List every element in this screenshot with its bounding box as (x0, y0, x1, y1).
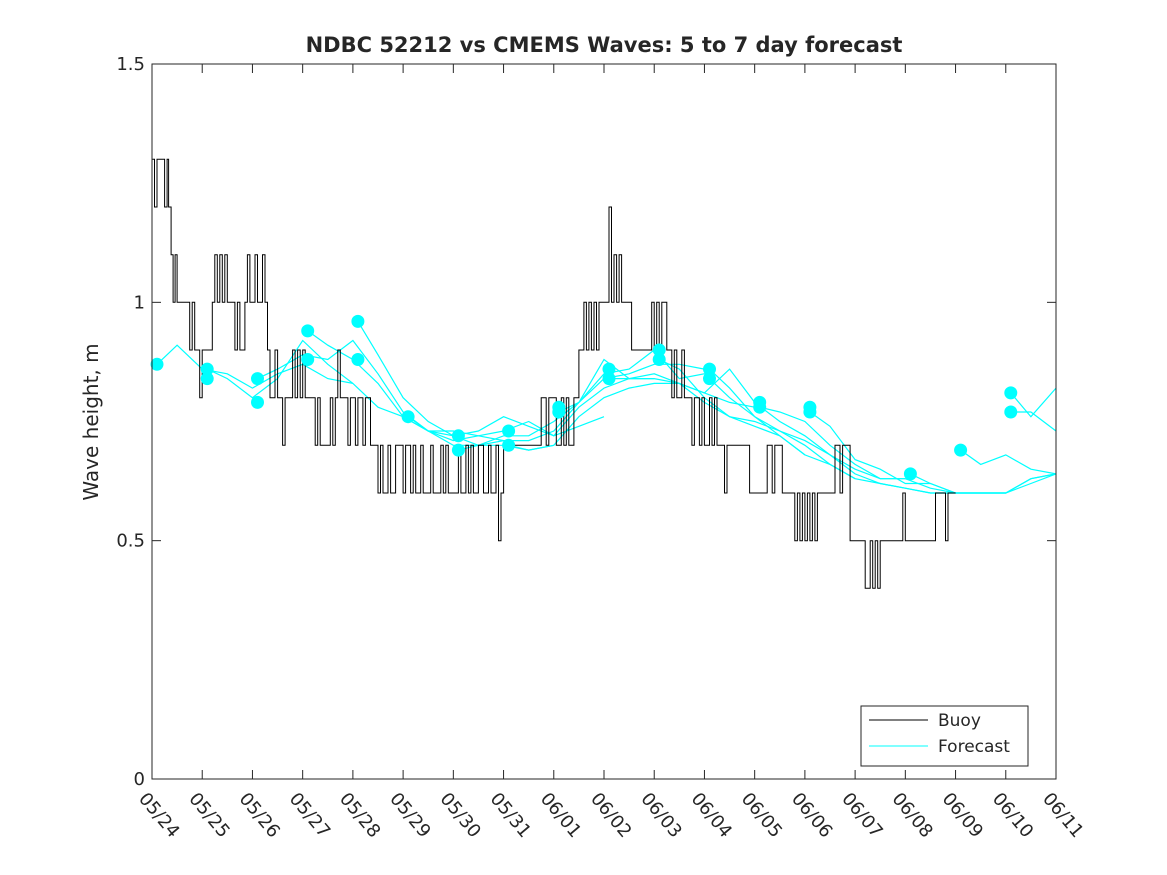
forecast-marker (954, 443, 968, 457)
forecast-marker (803, 405, 817, 419)
forecast-marker (351, 353, 365, 366)
forecast-line-14 (910, 473, 1057, 494)
y-tick-label: 1 (134, 292, 145, 313)
forecast-marker (602, 372, 616, 386)
forecast-line-7 (508, 382, 806, 456)
forecast-marker (753, 400, 767, 414)
buoy-line (152, 158, 956, 589)
forecast-marker (502, 438, 516, 452)
forecast-marker (652, 353, 666, 366)
forecast-line-16 (1010, 411, 1057, 432)
forecast-marker (200, 372, 214, 386)
forecast-line-1 (206, 339, 504, 442)
forecast-marker (703, 362, 716, 376)
forecast-line-15 (960, 449, 1057, 475)
y-axis-label: Wave height, m (79, 343, 103, 500)
forecast-marker (903, 467, 917, 481)
forecast-marker (1004, 405, 1018, 419)
forecast-marker (451, 429, 465, 443)
legend: Buoy Forecast (860, 705, 1029, 767)
forecast-marker (401, 410, 415, 424)
forecast-marker (502, 424, 516, 438)
chart-title: NDBC 52212 vs CMEMS Waves: 5 to 7 day fo… (306, 33, 903, 57)
forecast-marker (251, 395, 264, 409)
y-tick-label: 0.5 (116, 531, 145, 552)
forecast-line-4 (357, 321, 655, 437)
forecast-marker (703, 372, 716, 386)
legend-box (860, 705, 1029, 767)
forecast-marker (200, 362, 214, 376)
forecast-marker (602, 362, 616, 376)
forecast-marker (301, 353, 315, 366)
forecast-marker (150, 357, 164, 371)
forecast-marker (301, 324, 315, 338)
y-tick-label: 0 (134, 769, 145, 790)
legend-label-forecast: Forecast (938, 737, 1010, 757)
y-tick-label: 1.5 (116, 54, 145, 75)
forecast-line-0 (156, 344, 354, 389)
plot-area (150, 158, 1057, 589)
forecast-marker (552, 405, 566, 419)
legend-label-buoy: Buoy (938, 711, 981, 731)
forecast-marker (1004, 386, 1018, 400)
forecast-marker (251, 372, 264, 386)
forecast-line-8 (558, 349, 856, 480)
forecast-line-17 (1010, 387, 1057, 418)
forecast-marker (451, 443, 465, 457)
forecast-line-5 (407, 363, 705, 446)
forecast-marker (351, 314, 365, 328)
forecast-marker (652, 343, 666, 357)
